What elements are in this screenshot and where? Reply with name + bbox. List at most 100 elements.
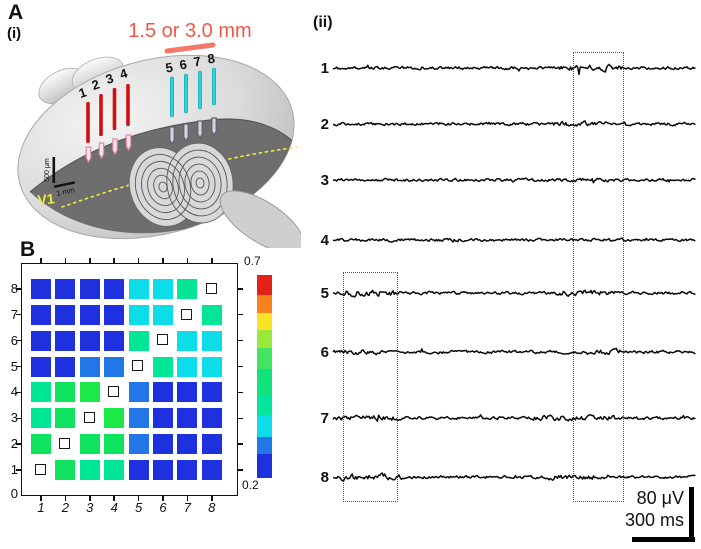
buried-tips-gray — [169, 117, 217, 146]
x-tick-bottom — [211, 496, 213, 501]
electrode-number-6: 6 — [178, 57, 188, 73]
heatmap-cell-r8c4 — [104, 278, 125, 299]
heatmap-cell-r5c3 — [79, 356, 100, 377]
heatmap-cell-r2c7 — [177, 434, 198, 455]
time-scale-label: 300 ms — [624, 510, 684, 530]
trace-channel-label-8: 8 — [321, 469, 329, 486]
heatmap-cell-r6c8 — [201, 330, 222, 351]
x-tick-top — [40, 258, 42, 263]
heatmap-cell-r1c7 — [177, 460, 198, 481]
y-tick-label-4: 4 — [10, 384, 18, 400]
heatmap-cell-r4c3 — [79, 382, 100, 403]
cerebellum — [128, 142, 234, 227]
cortex-cut-edge — [29, 118, 301, 193]
colorbar-segment-1 — [257, 294, 272, 313]
y-tick-label-6: 6 — [10, 332, 18, 348]
heatmap-cell-r4c6 — [153, 382, 173, 403]
y-tick-left — [16, 365, 21, 368]
x-tick-label-3: 3 — [86, 500, 94, 515]
heatmap-cell-r8c7 — [177, 278, 198, 299]
colorbar-segment-2 — [257, 312, 272, 331]
heatmap-diagonal-cell-5 — [132, 360, 144, 372]
y-tick-left — [16, 391, 21, 394]
depth-scale-label: 500 μm — [44, 158, 51, 182]
y-tick-right — [238, 417, 243, 420]
heatmap-cell-r7c5 — [128, 304, 149, 325]
voltage-trace-3 — [332, 177, 696, 184]
panel-a-i-label: (i) — [7, 25, 22, 42]
x-tick-label-1: 1 — [37, 500, 45, 515]
heatmap-cell-r6c5 — [128, 330, 149, 351]
y-tick-right — [238, 339, 243, 342]
y-tick-label-1: 1 — [10, 462, 18, 478]
heatmap-cell-r1c6 — [153, 460, 173, 481]
heatmap-cell-r8c5 — [128, 278, 149, 299]
heatmap-cell-r2c4 — [104, 434, 125, 455]
heatmap-diagonal-cell-7 — [181, 308, 193, 320]
y-tick-right — [238, 313, 243, 316]
heatmap-cell-r8c3 — [79, 278, 100, 299]
red-electrodes — [86, 84, 130, 143]
heatmap-cell-r3c2 — [55, 408, 76, 429]
heatmap-cell-r4c7 — [177, 382, 198, 403]
cyan-electrodes — [170, 67, 216, 118]
heatmap-cell-r5c7 — [177, 356, 198, 377]
distance-line — [164, 42, 216, 54]
heatmap-cell-r3c1 — [31, 408, 51, 429]
electrode-number-8: 8 — [206, 51, 216, 67]
heatmap-diagonal-cell-1 — [34, 463, 46, 475]
voltage-trace-1 — [332, 63, 696, 76]
x-tick-bottom — [89, 496, 91, 501]
heatmap-cell-r8c1 — [31, 278, 51, 299]
x-tick-top — [186, 258, 189, 263]
heatmap-cell-r5c2 — [55, 356, 76, 377]
heatmap-cell-r3c6 — [153, 408, 173, 429]
brain-diagram: 1.5 or 3.0 mm V1 — [17, 20, 301, 248]
colorbar-min-label: 0.2 — [242, 478, 259, 492]
heatmap-diagonal-cell-6 — [156, 334, 168, 346]
heatmap-cell-r3c7 — [177, 408, 198, 429]
heatmap-frame — [21, 263, 238, 496]
x-tick-top — [64, 258, 67, 263]
voltage-scalebar — [689, 487, 694, 539]
y-tick-right — [238, 469, 243, 471]
heatmap-cell-r1c2 — [55, 460, 76, 481]
heatmap-cell-r1c5 — [128, 460, 149, 481]
trace-channel-label-4: 4 — [321, 232, 330, 249]
heatmap-cell-r4c1 — [31, 382, 51, 403]
heatmap-cell-r2c5 — [128, 434, 149, 455]
x-tick-label-4: 4 — [110, 500, 118, 515]
colorbar — [257, 275, 272, 478]
heatmap-cell-r1c8 — [201, 460, 222, 481]
x-tick-top — [113, 258, 115, 263]
trace-channel-label-5: 5 — [321, 285, 329, 302]
buried-tips-red — [85, 134, 132, 164]
x-tick-label-2: 2 — [61, 500, 69, 515]
heatmap-cell-r8c6 — [153, 278, 173, 299]
heatmap-cell-r2c8 — [201, 434, 222, 455]
heatmap-diagonal-cell-2 — [59, 438, 71, 449]
trace-channel-label-7: 7 — [321, 410, 329, 427]
x-tick-label-7: 7 — [183, 500, 191, 515]
voltage-trace-2 — [332, 120, 696, 127]
x-tick-top — [137, 258, 140, 263]
y-tick-left — [16, 288, 21, 290]
electrode-number-5: 5 — [164, 60, 174, 76]
colorbar-max-label: 0.7 — [244, 254, 261, 268]
heatmap-diagonal-cell-4 — [108, 386, 119, 398]
x-tick-top — [211, 258, 213, 263]
x-tick-label-8: 8 — [208, 500, 216, 515]
x-tick-top — [89, 258, 91, 263]
x-tick-label-6: 6 — [159, 500, 167, 515]
x-tick-bottom — [186, 496, 189, 501]
y-tick-right — [238, 443, 243, 445]
colorbar-segment-7 — [257, 414, 272, 437]
heatmap-cell-r5c1 — [31, 356, 51, 377]
x-tick-label-5: 5 — [134, 500, 143, 515]
heatmap-cell-r7c6 — [153, 304, 173, 325]
x-tick-bottom — [64, 496, 67, 501]
heatmap-cell-r6c2 — [55, 330, 76, 351]
trace-channel-label-3: 3 — [321, 172, 329, 189]
heatmap-cell-r7c3 — [79, 304, 100, 325]
